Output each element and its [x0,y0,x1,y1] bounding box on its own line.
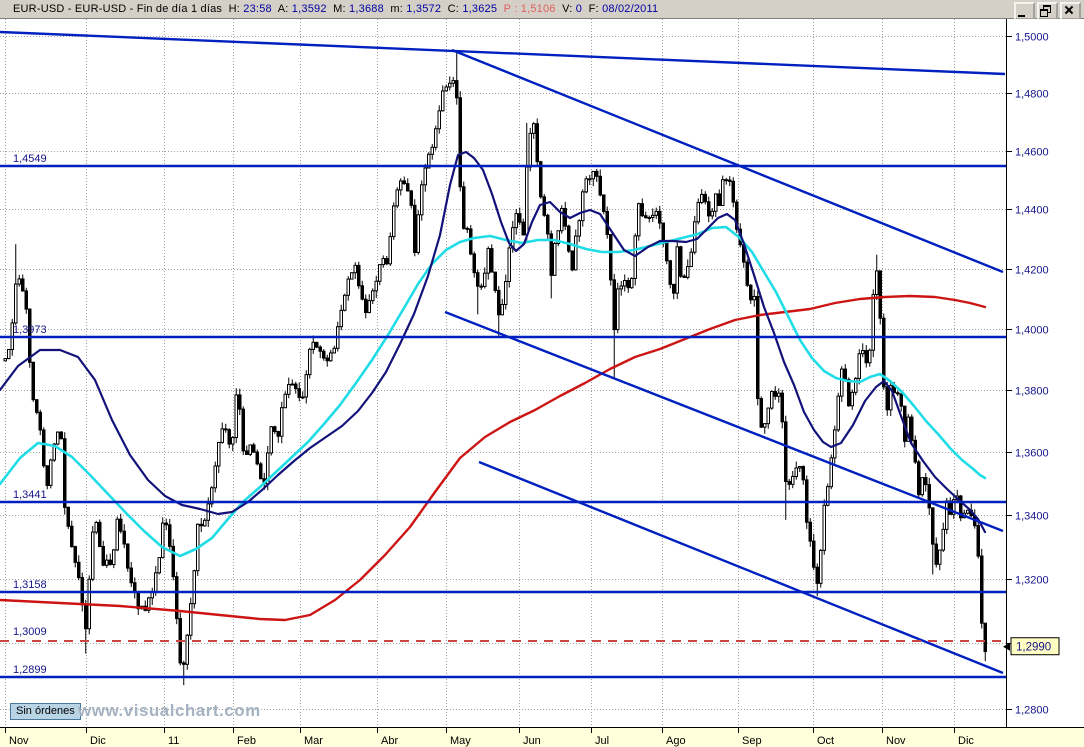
level-label: 1,3973 [13,324,47,336]
month-label: Nov [9,735,29,747]
month-label: Mar [304,735,323,747]
title-segment: 1,3592 [291,3,334,15]
title-segment: 0 [575,3,589,15]
y-axis-label: 1,4800 [1015,89,1049,101]
y-axis-label: 1,3200 [1015,575,1049,587]
restore-icon [1040,5,1051,17]
title-segment: 1,3625 [462,3,504,15]
level-label: 1,3441 [13,489,47,501]
month-label: 11 [168,735,179,747]
y-axis-label: 1,4600 [1015,147,1049,159]
chart-title: EUR-USD - EUR-USD - Fin de día 1 días H:… [0,3,658,15]
x-axis: Nov Dic 11 Feb Mar Abr May Jun Jul Ago Sep Oct Nov Di… [5,727,974,747]
month-label: Jun [523,735,541,747]
trend-line[interactable] [0,30,1006,76]
last-price-tag: 1,2990 [1003,637,1060,656]
title-segment: 1,3688 [349,3,391,15]
month-label: Sep [742,735,762,747]
minimize-icon [1018,15,1025,17]
trend-line[interactable] [478,460,1004,675]
title-segment: P : 1,5106 [503,3,563,15]
title-segment: 23:58 [243,3,278,15]
y-axis-label: 1,2800 [1015,705,1049,717]
chart-frame [0,19,1084,728]
title-segment: V: [562,3,576,15]
level-label: 1,3158 [13,579,47,591]
y-axis-label: 1,4200 [1015,265,1049,277]
title-segment: A: [277,3,292,15]
watermark: www.visualchart.com [78,701,261,720]
month-label: Dic [958,735,974,747]
title-segment: m: [390,3,407,15]
y-axis-label: 1,3600 [1015,448,1049,460]
level-label: 1,4549 [13,153,47,165]
grid-layer [0,19,1006,727]
dashed-level-label: 1,3009 [13,626,47,638]
y-axis-label: 1,4400 [1015,205,1049,217]
ma-fast-navy-line [0,150,987,534]
title-segment: 1,3572 [406,3,448,15]
last-price-value: 1,2990 [1016,642,1051,654]
y-axis: 1,5000 1,4800 1,4600 1,4400 1,4200 1,4000 1,38… [1006,32,1049,717]
level-label: 1,2899 [13,664,47,676]
month-label: Oct [817,735,834,747]
title-segment: 08/02/2011 [602,3,659,15]
time-axis-strip [0,727,1084,747]
plot-background [0,19,1084,727]
ma-slow-red-line [0,294,987,622]
month-label: Feb [237,735,256,747]
month-label: Ago [666,735,686,747]
window-titlebar[interactable]: EUR-USD - EUR-USD - Fin de día 1 días H:… [0,0,1084,20]
title-segment: C: [447,3,463,15]
month-label: Abr [381,735,398,747]
month-label: Dic [90,735,106,747]
trend-line[interactable] [444,310,1004,533]
orders-status-chip[interactable]: Sin órdenes [10,703,81,720]
candles-layer [3,53,987,686]
month-label: Nov [886,735,906,747]
y-axis-label: 1,3400 [1015,511,1049,523]
y-axis-label: 1,3800 [1015,386,1049,398]
month-label: Jul [595,735,609,747]
title-segment: H: [228,3,244,15]
y-axis-label: 1,4000 [1015,325,1049,337]
month-label: May [450,735,471,747]
trend-line[interactable] [451,48,1004,274]
title-segment: EUR-USD - EUR-USD - Fin de día 1 días [13,3,229,15]
title-segment: F: [588,3,603,15]
ma-mid-cyan-line [0,225,987,558]
title-segment: M: [333,3,350,15]
y-axis-label: 1,5000 [1015,32,1049,44]
